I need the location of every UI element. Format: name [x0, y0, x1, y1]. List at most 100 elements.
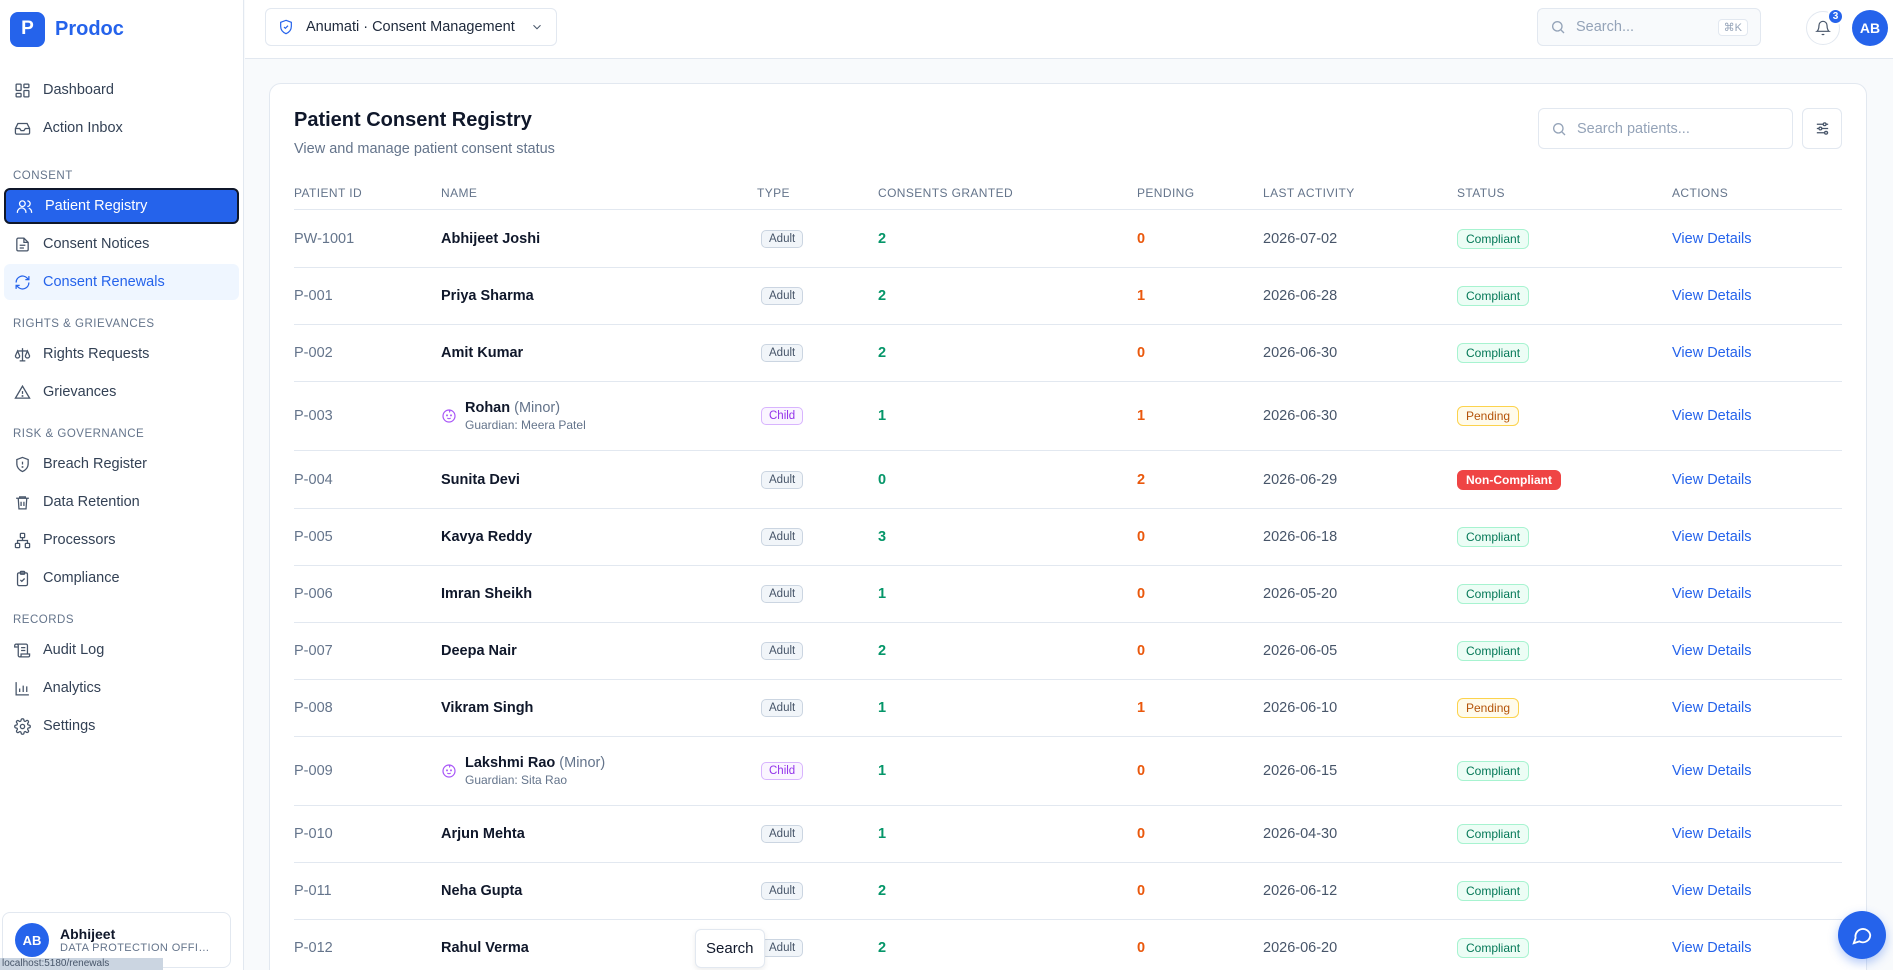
sidebar-item-compliance[interactable]: Compliance: [4, 560, 239, 596]
table-row[interactable]: PW-1001 Abhijeet Joshi Adult 2 0 2026-07…: [294, 211, 1842, 268]
chevron-down-icon: [533, 24, 541, 30]
sidebar-item-breach-register[interactable]: Breach Register: [4, 446, 239, 482]
table-row[interactable]: P-001 Priya Sharma Adult 2 1 2026-06-28 …: [294, 268, 1842, 325]
pending-count: 0: [1137, 883, 1146, 899]
pending-count: 0: [1137, 586, 1146, 602]
view-details-link[interactable]: View Details: [1672, 288, 1752, 304]
table-header: PATIENT ID NAME TYPE CONSENTS GRANTED PE…: [294, 182, 1842, 210]
sidebar: P Prodoc Dashboard Action Inbox CONSENT …: [0, 0, 244, 970]
page-subtitle: View and manage patient consent status: [294, 141, 555, 157]
type-badge: Adult: [761, 528, 804, 546]
patient-name: Neha Gupta: [441, 883, 523, 899]
sidebar-item-analytics[interactable]: Analytics: [4, 670, 239, 706]
scroll-icon: [13, 641, 31, 659]
sidebar-item-label: Dashboard: [43, 82, 114, 98]
sidebar-item-data-retention[interactable]: Data Retention: [4, 484, 239, 520]
patient-name: Rohan: [465, 400, 511, 416]
patient-name: Rahul Verma: [441, 940, 529, 956]
table-row[interactable]: P-010 Arjun Mehta Adult 1 0 2026-04-30 C…: [294, 806, 1842, 863]
last-activity: 2026-06-20: [1263, 940, 1338, 956]
table-row[interactable]: P-004 Sunita Devi Adult 0 2 2026-06-29 N…: [294, 451, 1842, 509]
last-activity: 2026-06-10: [1263, 700, 1338, 716]
table-row[interactable]: P-003 Rohan (Minor) Guardian: Meera Pate…: [294, 382, 1842, 451]
patient-id: P-006: [294, 586, 333, 602]
table-row[interactable]: P-005 Kavya Reddy Adult 3 0 2026-06-18 C…: [294, 509, 1842, 566]
table-row[interactable]: P-002 Amit Kumar Adult 2 0 2026-06-30 Co…: [294, 325, 1842, 382]
sidebar-item-action-inbox[interactable]: Action Inbox: [4, 110, 239, 146]
sidebar-item-label: Grievances: [43, 384, 117, 400]
patient-name: Imran Sheikh: [441, 586, 533, 602]
view-details-link[interactable]: View Details: [1672, 586, 1752, 602]
workspace-selector[interactable]: Anumati · Consent Management: [265, 8, 557, 46]
table-row[interactable]: P-008 Vikram Singh Adult 1 1 2026-06-10 …: [294, 680, 1842, 737]
notifications-button[interactable]: 3: [1806, 8, 1844, 45]
view-details-link[interactable]: View Details: [1672, 529, 1752, 545]
col-last-activity[interactable]: LAST ACTIVITY: [1263, 186, 1355, 200]
type-badge: Adult: [761, 825, 804, 843]
clipboard-check-icon: [13, 569, 31, 587]
sidebar-item-patient-registry[interactable]: Patient Registry: [4, 188, 239, 224]
filter-button[interactable]: [1802, 108, 1842, 149]
sidebar-item-dashboard[interactable]: Dashboard: [4, 72, 239, 108]
last-activity: 2026-06-12: [1263, 883, 1338, 899]
patient-search-input[interactable]: Search patients...: [1538, 108, 1793, 149]
sidebar-item-processors[interactable]: Processors: [4, 522, 239, 558]
col-name[interactable]: NAME: [441, 186, 478, 200]
sidebar-item-label: Patient Registry: [45, 198, 148, 214]
last-activity: 2026-07-02: [1263, 231, 1338, 247]
view-details-link[interactable]: View Details: [1672, 883, 1752, 899]
sidebar-item-label: Consent Renewals: [43, 274, 165, 290]
sidebar-item-settings[interactable]: Settings: [4, 708, 239, 744]
table-row[interactable]: P-009 Lakshmi Rao (Minor) Guardian: Sita…: [294, 737, 1842, 806]
user-info: Abhijeet DATA PROTECTION OFFICER: [60, 926, 210, 954]
status-badge: Compliant: [1457, 527, 1530, 547]
patient-name: Vikram Singh: [441, 700, 534, 716]
sidebar-item-consent-notices[interactable]: Consent Notices: [4, 226, 239, 262]
search-icon: [1552, 21, 1565, 34]
view-details-link[interactable]: View Details: [1672, 700, 1752, 716]
table-row[interactable]: P-006 Imran Sheikh Adult 1 0 2026-05-20 …: [294, 566, 1842, 623]
sidebar-item-consent-renewals[interactable]: Consent Renewals: [4, 264, 239, 300]
view-details-link[interactable]: View Details: [1672, 471, 1752, 488]
table-row[interactable]: P-011 Neha Gupta Adult 2 0 2026-06-12 Co…: [294, 863, 1842, 920]
document-icon: [13, 235, 31, 253]
col-patient-id[interactable]: PATIENT ID: [294, 186, 363, 200]
chat-button[interactable]: [1838, 911, 1886, 959]
sidebar-item-rights-requests[interactable]: Rights Requests: [4, 336, 239, 372]
col-type[interactable]: TYPE: [757, 186, 790, 200]
table-row[interactable]: P-007 Deepa Nair Adult 2 0 2026-06-05 Co…: [294, 623, 1842, 680]
bar-chart-icon: [13, 679, 31, 697]
consents-granted: 3: [878, 529, 887, 545]
notification-badge: 3: [1827, 8, 1844, 25]
view-details-link[interactable]: View Details: [1672, 940, 1752, 956]
status-badge: Compliant: [1457, 343, 1530, 363]
last-activity: 2026-06-18: [1263, 529, 1338, 545]
brand[interactable]: P Prodoc: [0, 0, 243, 58]
view-details-link[interactable]: View Details: [1672, 408, 1752, 424]
col-pending[interactable]: PENDING: [1137, 186, 1195, 200]
view-details-link[interactable]: View Details: [1672, 826, 1752, 842]
col-status[interactable]: STATUS: [1457, 186, 1505, 200]
last-activity: 2026-06-05: [1263, 643, 1338, 659]
view-details-link[interactable]: View Details: [1672, 345, 1752, 361]
view-details-link[interactable]: View Details: [1672, 763, 1752, 779]
brand-name: Prodoc: [55, 17, 124, 40]
sidebar-item-audit-log[interactable]: Audit Log: [4, 632, 239, 668]
section-rights-grievances: RIGHTS & GRIEVANCES: [13, 318, 155, 330]
type-badge: Adult: [761, 470, 804, 489]
pending-count: 1: [1137, 408, 1146, 424]
user-avatar-button[interactable]: AB: [1852, 10, 1888, 46]
dashboard-icon: [13, 81, 31, 99]
col-consents-granted[interactable]: CONSENTS GRANTED: [878, 186, 1014, 200]
pending-count: 0: [1137, 940, 1146, 956]
users-icon: [15, 197, 33, 215]
avatar: AB: [15, 923, 49, 957]
user-name: Abhijeet: [60, 926, 116, 942]
sidebar-item-grievances[interactable]: Grievances: [4, 374, 239, 410]
view-details-link[interactable]: View Details: [1672, 643, 1752, 659]
consents-granted: 1: [878, 763, 887, 779]
global-search[interactable]: Search... ⌘K: [1537, 8, 1761, 46]
table-row[interactable]: P-012 Rahul Verma Adult 2 0 2026-06-20 C…: [294, 920, 1842, 970]
view-details-link[interactable]: View Details: [1672, 231, 1752, 247]
status-badge: Pending: [1457, 698, 1520, 718]
